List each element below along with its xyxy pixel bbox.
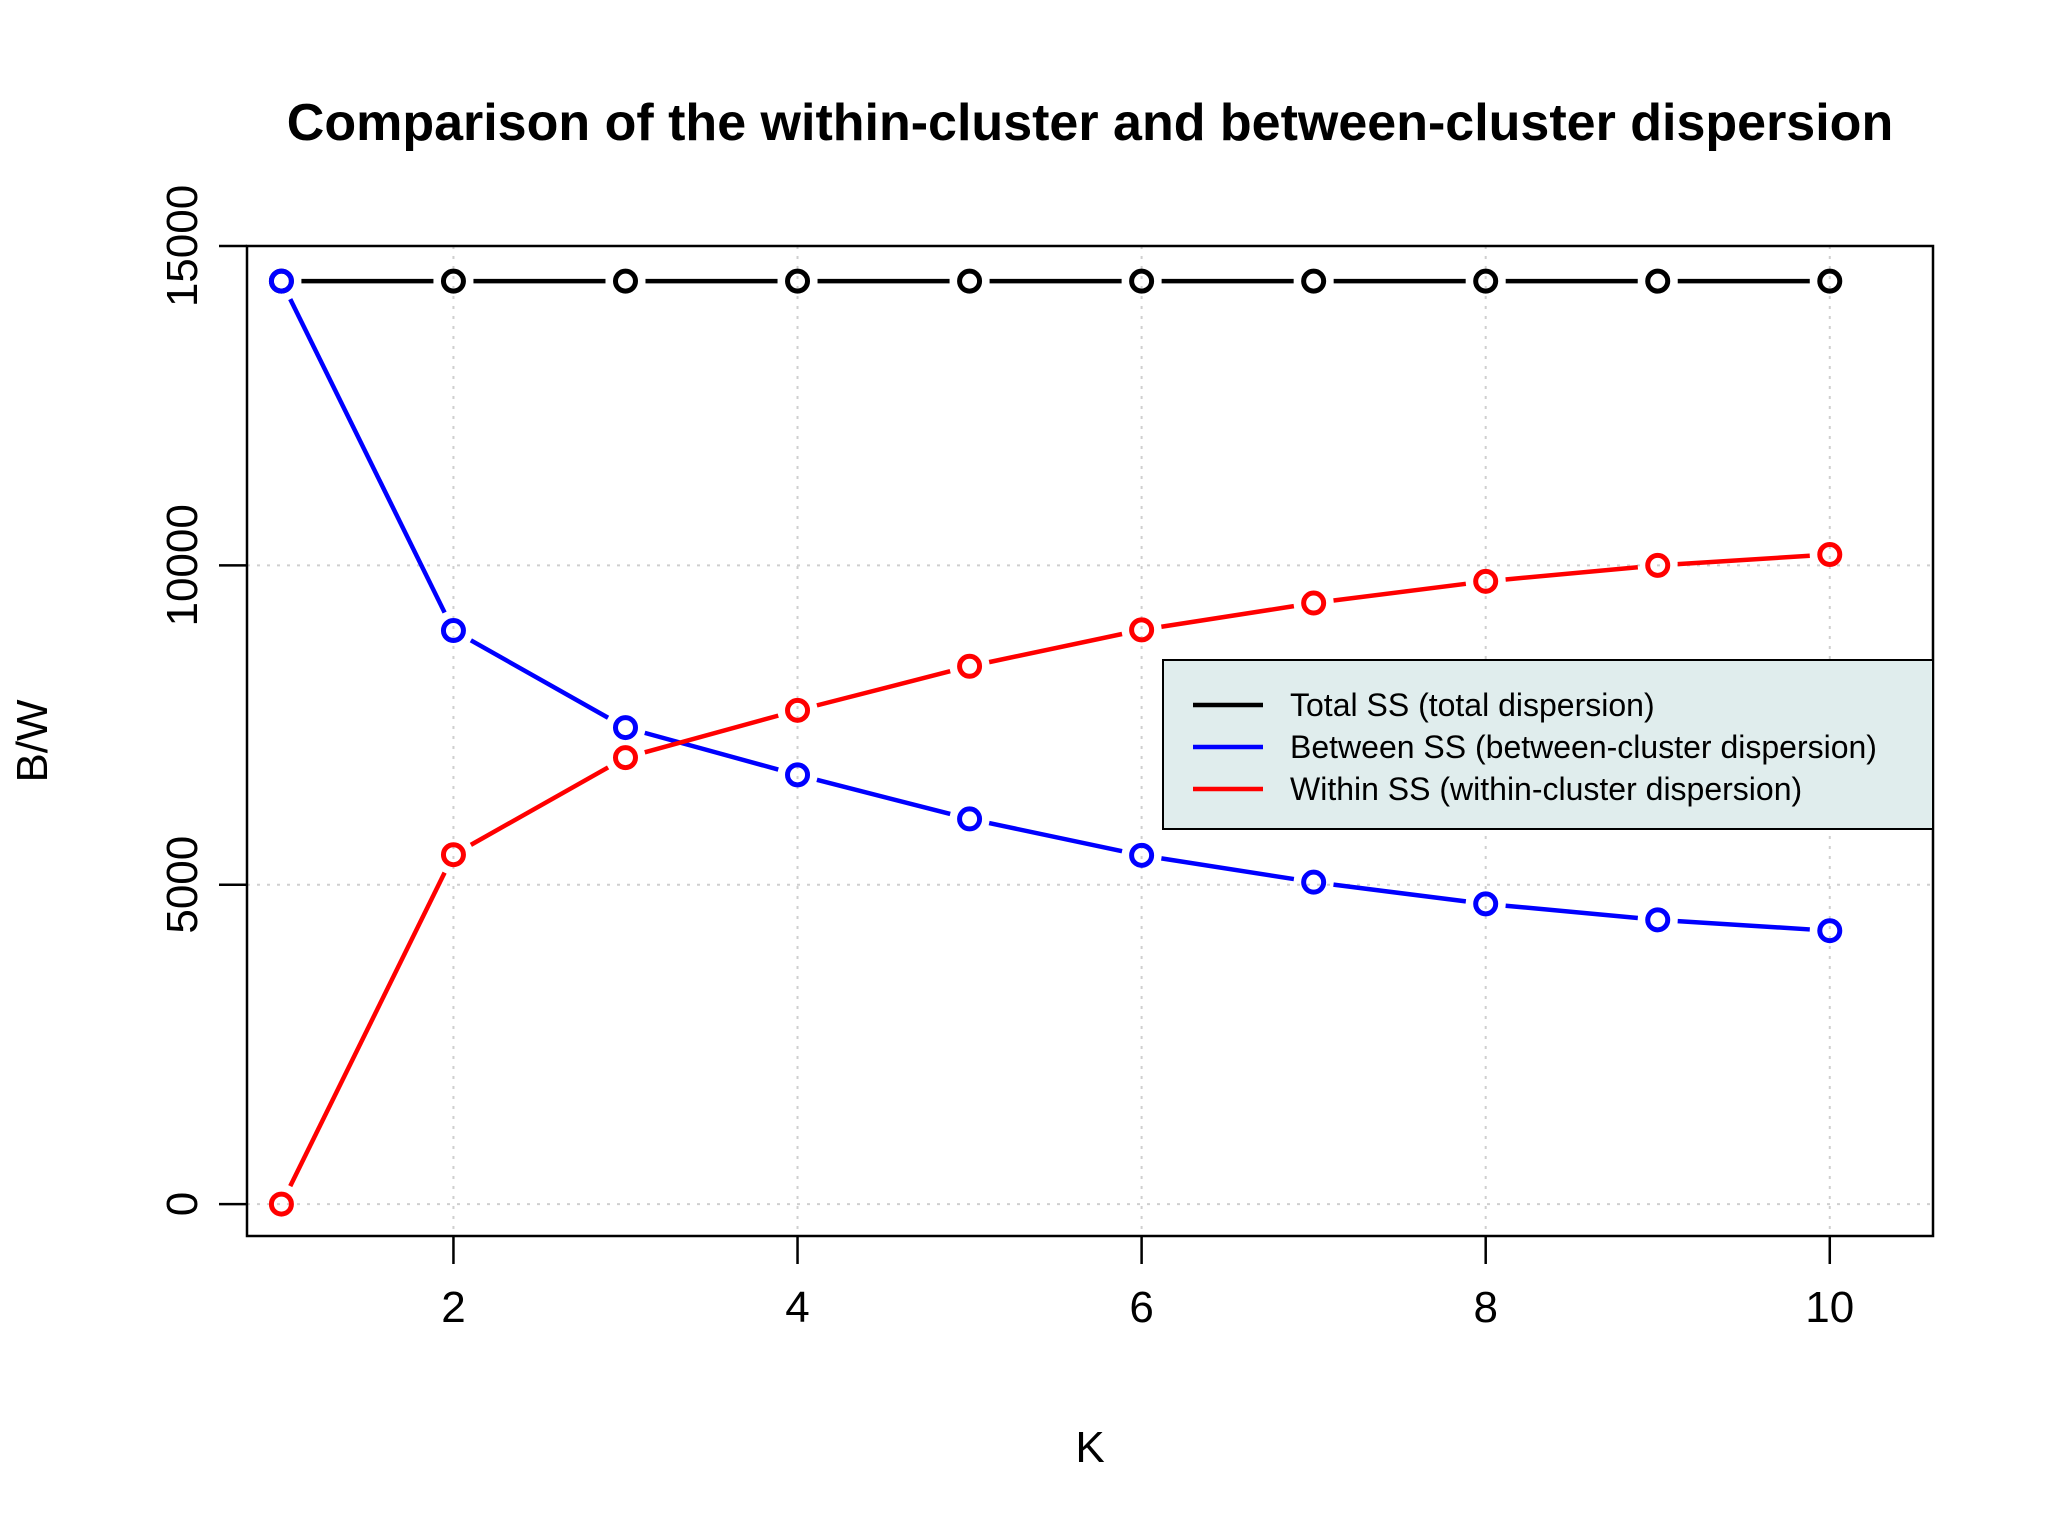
series-3-point-8: [1473, 568, 1499, 594]
series-1-point-5: [957, 268, 983, 294]
legend-label-1: Total SS (total dispersion): [1290, 687, 1655, 723]
series-2-segment-3: [644, 730, 779, 772]
series-3-point-5: [957, 653, 983, 679]
series-layer: [268, 268, 1843, 1217]
series-1-point-7: [1301, 268, 1327, 294]
series-1-point-10: [1817, 268, 1843, 294]
x-tick-label-10: 10: [1805, 1283, 1854, 1332]
series-3-point-9: [1645, 552, 1671, 578]
series-1-point-8: [1473, 268, 1499, 294]
series-2-point-3: [612, 715, 638, 741]
series-2-point-2: [440, 618, 466, 644]
series-1-point-6: [1129, 268, 1155, 294]
series-1-point-4: [785, 268, 811, 294]
series-3-segment-2: [469, 765, 610, 847]
y-axis: 0 5000 10000 15000: [158, 185, 247, 1216]
series-2-segment-8: [1505, 903, 1639, 921]
series-2-segment-4: [816, 777, 951, 817]
y-tick-label-10000: 10000: [158, 504, 207, 626]
y-tick-label-5000: 5000: [158, 836, 207, 934]
series-2-point-10: [1817, 918, 1843, 944]
series-2-segment-7: [1333, 882, 1467, 904]
legend-box: [1162, 659, 1934, 830]
y-tick-label-15000: 15000: [158, 185, 207, 307]
series-2-point-5: [957, 806, 983, 832]
series-3-segment-5: [988, 631, 1123, 665]
series-2-point-9: [1645, 907, 1671, 933]
series-2-segment-2: [469, 638, 610, 720]
x-tick-label-2: 2: [441, 1283, 465, 1332]
x-tick-label-8: 8: [1473, 1283, 1497, 1332]
series-3-segment-8: [1505, 564, 1639, 582]
series-1-point-3: [612, 268, 638, 294]
series-2-segment-6: [1161, 856, 1295, 882]
series-3-point-3: [612, 745, 638, 771]
series-3-segment-3: [644, 713, 779, 755]
series-3-point-1: [268, 1191, 294, 1217]
series-2-point-8: [1473, 891, 1499, 917]
x-tick-label-6: 6: [1129, 1283, 1153, 1332]
series-2-segment-5: [988, 820, 1123, 854]
series-3-segment-7: [1333, 581, 1467, 603]
legend-label-2: Between SS (between-cluster dispersion): [1290, 729, 1877, 765]
legend: Total SS (total dispersion) Between SS (b…: [1162, 659, 1934, 830]
series-2-segment-9: [1677, 918, 1810, 932]
chart-title: Comparison of the within-cluster and bet…: [287, 94, 1893, 152]
series-1: [268, 268, 1843, 294]
series-3-point-6: [1129, 617, 1155, 643]
legend-label-3: Within SS (within-cluster dispersion): [1290, 771, 1802, 807]
series-3-segment-6: [1161, 603, 1295, 630]
series-3-segment-9: [1677, 553, 1810, 567]
series-2-point-1: [268, 268, 294, 294]
x-tick-label-4: 4: [785, 1283, 809, 1332]
series-1-point-9: [1645, 268, 1671, 294]
y-axis-label: B/W: [8, 699, 57, 783]
series-3-segment-4: [816, 669, 951, 708]
series-3-point-2: [440, 842, 466, 868]
series-3: [268, 541, 1843, 1217]
series-2-segment-1: [288, 298, 447, 614]
series-1-point-2: [440, 268, 466, 294]
series-3-point-10: [1817, 541, 1843, 567]
series-2-point-6: [1129, 842, 1155, 868]
series-3-point-4: [785, 697, 811, 723]
series-3-point-7: [1301, 590, 1327, 616]
series-2: [268, 268, 1843, 944]
series-2-point-7: [1301, 869, 1327, 895]
x-axis: 2 4 6 8 10: [441, 1236, 1854, 1332]
y-tick-label-0: 0: [158, 1192, 207, 1216]
x-axis-label: K: [1075, 1423, 1104, 1472]
series-3-segment-1: [288, 871, 447, 1188]
series-2-point-4: [785, 762, 811, 788]
